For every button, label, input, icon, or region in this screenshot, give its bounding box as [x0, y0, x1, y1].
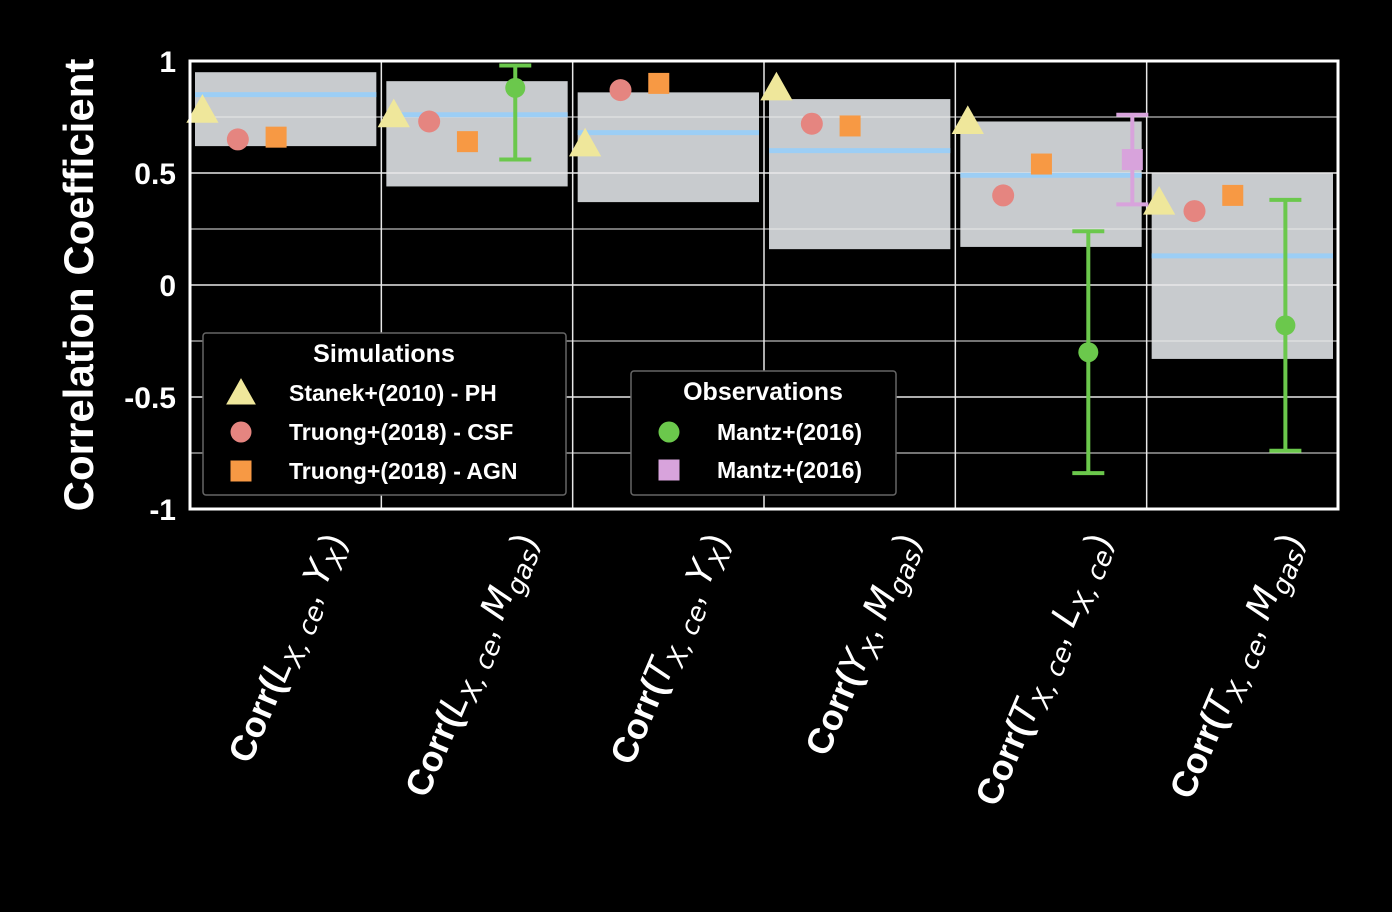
- legend-marker-3: [658, 421, 680, 443]
- y-tick-label: 0.5: [134, 158, 176, 191]
- point-s2-c2: [648, 72, 670, 94]
- band-4: [960, 121, 1142, 247]
- y-tick-label: -0.5: [124, 382, 176, 415]
- point-s2-c1: [456, 131, 478, 153]
- point-s1-c5: [1183, 200, 1206, 223]
- legend-label-3: Mantz+(2016): [717, 419, 862, 445]
- point-s3-p0: [505, 77, 526, 98]
- legend-label-4: Mantz+(2016): [717, 457, 862, 483]
- y-tick-label: -1: [149, 494, 176, 527]
- data-points: [186, 63, 1302, 476]
- legend-marker-4: [658, 459, 680, 481]
- legend-marker-1: [230, 421, 252, 443]
- point-s1-c3: [800, 112, 823, 135]
- legend-marker-2: [230, 460, 252, 482]
- legend-observations-box: [630, 370, 897, 496]
- point-s0-c3: [760, 71, 793, 101]
- legend-simulations-title: Simulations: [313, 340, 455, 368]
- point-s3-p2: [1275, 315, 1296, 336]
- point-s0-c2: [568, 127, 602, 157]
- y-axis-ticks: 1 0.5 0 -0.5 -1: [124, 46, 176, 527]
- band-2: [577, 92, 759, 203]
- point-s0-c5: [1142, 186, 1176, 215]
- point-s1-c4: [992, 184, 1015, 207]
- legend-label-2: Truong+(2018) - AGN: [289, 458, 518, 484]
- point-s4-p0: [1121, 149, 1143, 171]
- median-lines: [195, 92, 1333, 259]
- legend-marker-0: [226, 378, 256, 405]
- legend-simulations: Simulations Stanek+(2010) - PH Truong+(20…: [202, 332, 567, 496]
- point-s0-c0: [186, 94, 219, 123]
- point-s2-c3: [839, 115, 861, 137]
- legend-observations-title: Observations: [683, 378, 843, 406]
- confidence-bands: [195, 72, 1333, 359]
- legend-observations: Observations Mantz+(2016) Mantz+(2016): [630, 370, 897, 496]
- point-s2-c5: [1222, 184, 1244, 206]
- y-tick-label: 0: [159, 270, 176, 303]
- y-tick-label: 1: [159, 46, 176, 79]
- plot-frame: [188, 59, 1340, 511]
- point-s0-c4: [951, 105, 984, 134]
- point-s2-c0: [265, 126, 287, 148]
- point-s1-c2: [609, 79, 632, 102]
- legend-label-0: Stanek+(2010) - PH: [289, 380, 497, 406]
- point-s1-c0: [226, 128, 249, 151]
- legend-simulations-box: [202, 332, 567, 496]
- legend-label-1: Truong+(2018) - CSF: [289, 419, 513, 445]
- y-axis-label: Correlation Coefficient: [55, 59, 102, 512]
- point-s1-c1: [418, 110, 441, 133]
- point-s2-c4: [1030, 153, 1052, 175]
- point-s3-p1: [1078, 342, 1099, 363]
- point-s0-c1: [377, 98, 410, 128]
